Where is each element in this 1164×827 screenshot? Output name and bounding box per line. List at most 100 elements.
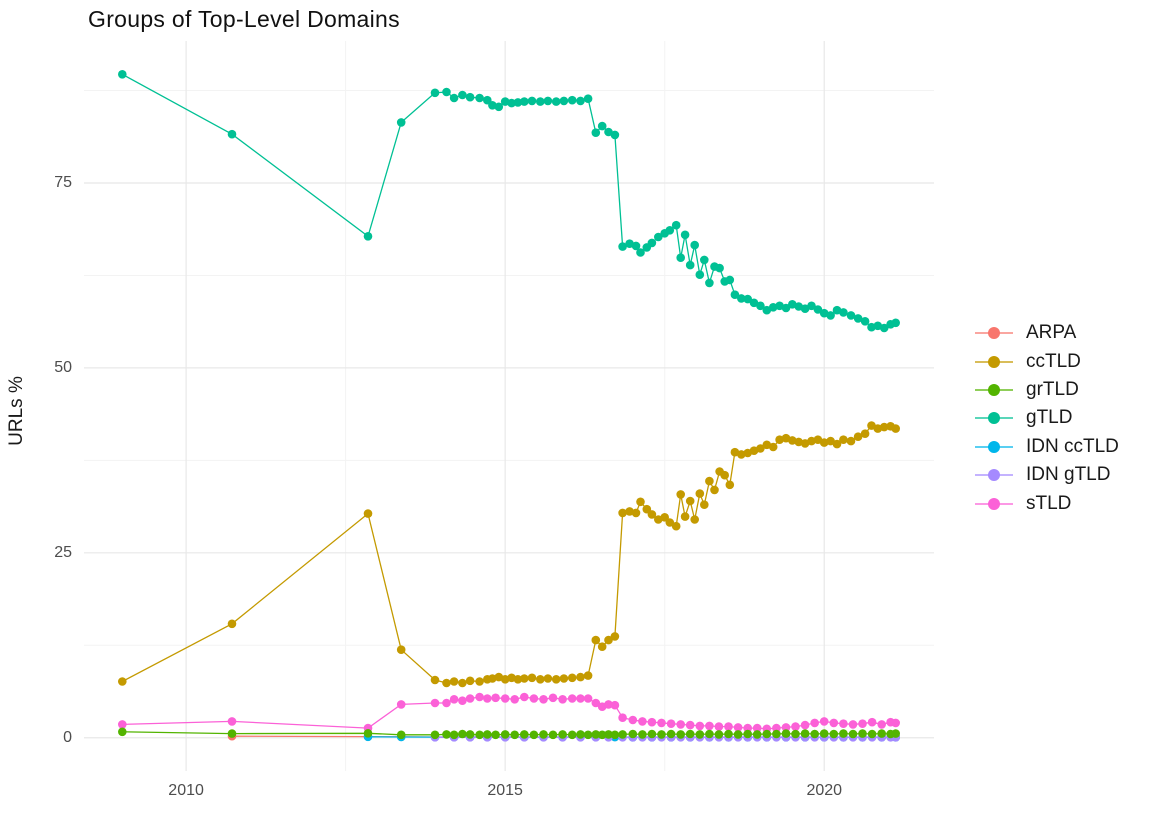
data-point-gTLD (680, 230, 690, 240)
data-point-gTLD (891, 318, 900, 328)
data-point-ccTLD (826, 436, 835, 446)
data-point-grTLD (638, 730, 647, 739)
data-point-ccTLD (513, 675, 523, 684)
data-point-grTLD (743, 729, 752, 739)
data-point-ccTLD (583, 671, 593, 680)
data-point-grTLD (539, 730, 548, 739)
data-point-sTLD (791, 722, 800, 731)
data-point-gTLD (730, 290, 740, 300)
data-point-gTLD (756, 301, 765, 311)
data-point-grTLD (877, 729, 886, 738)
data-point-gTLD (853, 314, 863, 323)
data-point-grTLD (867, 729, 877, 739)
data-point-gTLD (465, 92, 475, 102)
legend-key-icon (975, 497, 1013, 510)
data-point-sTLD (800, 720, 810, 730)
data-point-ccTLD (725, 480, 735, 490)
data-point-grTLD (483, 730, 492, 739)
legend-item-label: sTLD (1026, 492, 1072, 514)
data-point-ccTLD (567, 673, 577, 683)
data-point-sTLD (839, 719, 848, 728)
data-point-sTLD (685, 720, 695, 730)
data-point-grTLD (724, 729, 733, 739)
x-tick-label: 2010 (168, 782, 204, 799)
data-point-ccTLD (551, 675, 561, 684)
data-point-sTLD (772, 723, 781, 733)
data-point-gTLD (839, 308, 848, 317)
data-point-gTLD (700, 255, 709, 265)
data-point-sTLD (724, 722, 733, 731)
legend-item-label: IDN ccTLD (1026, 435, 1119, 457)
data-point-gTLD (695, 270, 705, 280)
legend-item-ccTLD: ccTLD (975, 347, 1119, 375)
data-point-grTLD (666, 729, 676, 739)
data-point-gTLD (671, 220, 681, 230)
data-point-gTLD (591, 128, 601, 137)
data-point-gTLD (737, 294, 746, 303)
data-point-grTLD (781, 729, 791, 738)
data-point-sTLD (591, 698, 601, 708)
data-point-sTLD (529, 694, 539, 703)
legend-key-icon (975, 440, 1013, 453)
legend-key-dot (988, 412, 1000, 425)
data-point-grTLD (396, 730, 406, 740)
data-point-sTLD (714, 722, 724, 731)
data-point-grTLD (510, 730, 519, 740)
legend-item-label: grTLD (1026, 378, 1079, 400)
data-point-sTLD (583, 694, 593, 703)
data-point-grTLD (772, 729, 781, 739)
data-point-grTLD (752, 730, 762, 739)
data-point-ccTLD (879, 422, 889, 432)
data-point-grTLD (800, 729, 810, 738)
data-point-sTLD (695, 721, 705, 731)
legend-key-dot (988, 469, 1000, 482)
data-point-grTLD (458, 729, 467, 739)
data-point-ccTLD (665, 518, 675, 527)
data-point-grTLD (891, 729, 900, 738)
data-point-gTLD (513, 98, 523, 107)
data-point-gTLD (781, 303, 791, 313)
data-point-ccTLD (559, 674, 569, 683)
data-point-ccTLD (737, 450, 746, 459)
data-point-ccTLD (430, 675, 440, 685)
data-point-grTLD (685, 729, 695, 739)
data-point-ccTLD (671, 521, 681, 531)
data-point-ccTLD (396, 645, 406, 654)
chart-title: Groups of Top-Level Domains (88, 6, 400, 32)
data-point-sTLD (858, 719, 867, 728)
data-point-gTLD (665, 226, 675, 235)
data-point-gTLD (860, 317, 870, 326)
data-point-grTLD (548, 730, 558, 740)
data-point-grTLD (733, 730, 743, 739)
data-point-sTLD (877, 720, 886, 729)
data-point-grTLD (449, 730, 459, 740)
data-point-sTLD (666, 719, 676, 728)
data-point-ccTLD (631, 508, 641, 518)
data-point-gTLD (807, 301, 816, 311)
data-point-ccTLD (695, 489, 705, 498)
data-point-sTLD (867, 717, 877, 727)
data-point-sTLD (848, 720, 858, 729)
data-point-grTLD (430, 730, 440, 740)
data-point-grTLD (628, 729, 638, 739)
data-point-grTLD (604, 730, 613, 739)
data-point-grTLD (591, 730, 601, 739)
data-point-sTLD (752, 723, 762, 733)
data-point-gTLD (705, 278, 714, 288)
data-point-ccTLD (591, 635, 601, 645)
data-point-ccTLD (527, 673, 537, 683)
data-point-gTLD (610, 130, 620, 140)
data-point-gTLD (676, 253, 685, 262)
data-point-gTLD (618, 242, 627, 251)
data-point-grTLD (829, 729, 839, 739)
data-point-grTLD (576, 730, 585, 739)
legend-item-label: IDN gTLD (1026, 464, 1111, 486)
legend-key-dot (988, 327, 1000, 340)
data-point-sTLD (819, 717, 829, 726)
data-point-sTLD (891, 718, 900, 728)
data-point-grTLD (529, 730, 539, 740)
data-point-ccTLD (227, 619, 237, 629)
data-point-gTLD (520, 97, 529, 106)
data-point-gTLD (762, 305, 772, 315)
legend-key-icon (975, 355, 1013, 368)
